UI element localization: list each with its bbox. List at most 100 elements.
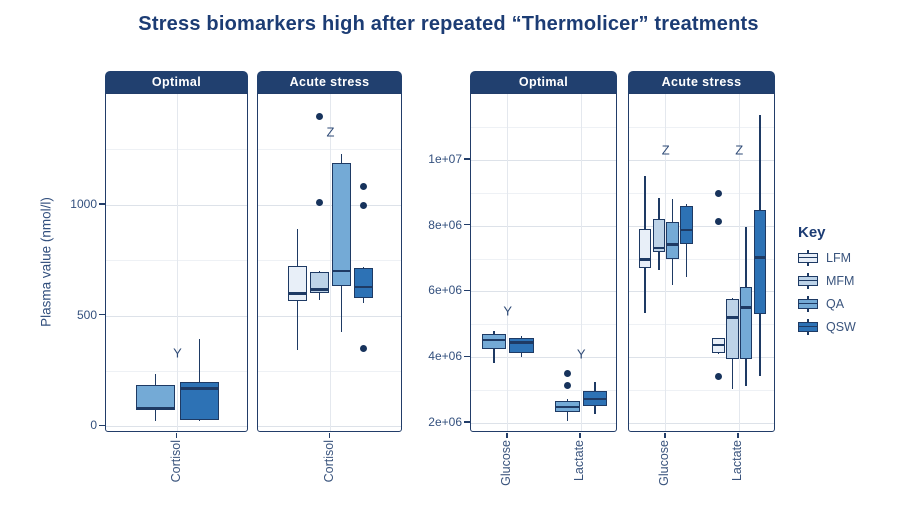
median-line [667,243,678,247]
y-tick-mark [464,158,470,160]
whisker-lower [318,293,321,301]
whisker-lower [340,285,343,333]
gridline-major [629,423,774,425]
y-tick-mark [99,313,105,316]
legend-item-qa: QA [798,296,856,312]
whisker-lower [745,359,747,387]
gridline-minor [258,260,401,262]
median-line [510,341,533,344]
median-line [288,291,307,295]
gridline-major [258,204,401,206]
whisker-lower [658,251,660,271]
legend: Key LFM MFM QA QSW [798,224,856,342]
x-tick-label-cortisol: Cortisol [168,440,183,483]
whisker-lower [671,258,674,285]
whisker-upper [594,382,596,392]
whisker-upper [731,298,734,300]
median-line [136,406,175,410]
whisker-lower [717,353,720,354]
median-line [639,258,651,261]
x-tick-label-glucose: Glucose [498,440,513,486]
gridline-major [106,426,247,428]
median-line [354,285,373,289]
box-qsw [353,268,374,298]
gridline-vertical [507,94,509,431]
median-line [583,397,607,401]
gridline-major [106,204,247,206]
whisker-lower [759,313,761,377]
facet-strip-optimal: Optimal [470,71,617,93]
boxplot-key-icon [798,250,818,266]
whisker-lower [362,297,365,304]
y-tick-label: 6e+06 [428,283,462,298]
y-tick-label: 8e+06 [428,217,462,232]
gridline-minor [471,258,616,260]
y-tick-mark [99,424,105,427]
gridline-major [258,426,401,428]
box-qsw [509,338,534,354]
outlier-dot [563,369,571,377]
whisker-lower [198,420,201,421]
gridline-major [471,423,616,425]
whisker-upper [671,199,674,223]
outlier-dot [563,381,571,389]
median-line [332,269,351,273]
x-tick-mark [579,433,582,438]
gridline-minor [106,370,247,372]
gridline-major [471,159,616,161]
gridline-minor [106,260,247,262]
facet-strip-optimal: Optimal [105,71,248,93]
box-lfm [712,338,725,354]
legend-glyph-median [798,302,818,305]
facet-strip-acute-stress: Acute stress [628,71,775,93]
facet-strip-acute-stress: Acute stress [257,71,402,93]
box-qa [666,222,679,259]
whisker-upper [296,229,299,267]
whisker-upper [685,204,688,206]
gridline-minor [629,258,774,260]
legend-glyph-median [798,279,818,282]
outlier-dot [360,183,367,191]
gridline-minor [106,149,247,151]
box-qa [481,334,507,350]
gridline-vertical [330,94,331,431]
x-tick-mark [663,433,666,438]
legend-label: MFM [826,274,855,288]
median-line [713,343,724,347]
outlier-dot [715,218,723,226]
gridline-major [629,291,774,293]
median-line [556,405,579,409]
gridline-minor [629,126,774,128]
y-tick-label: 0 [90,418,97,433]
gridline-major [471,357,616,359]
legend-item-lfm: LFM [798,250,856,266]
box-qsw [680,205,693,244]
gridline-major [629,357,774,359]
gridline-minor [258,149,401,151]
median-line [180,387,219,390]
outlier-dot [360,344,367,352]
x-tick-mark [737,433,740,438]
legend-entries: LFM MFM QA QSW [798,250,856,335]
whisker-lower [520,353,523,358]
gridline-minor [629,192,774,194]
y-tick-mark [464,421,470,423]
whisker-upper [759,115,761,210]
gridline-minor [258,370,401,372]
box-mfm [726,299,739,360]
whisker-lower [296,301,299,350]
whisker-upper [198,339,201,383]
y-tick-mark [464,355,470,358]
whisker-upper [745,226,747,287]
x-tick-label-lactate: Lactate [572,440,587,482]
whisker-upper [658,197,660,220]
outlier-dot [316,199,323,207]
box-mfm [652,219,666,252]
outlier-dot [715,372,723,380]
whisker-lower [685,243,688,277]
box-qsw [582,391,608,406]
y-tick-label: 1000 [70,196,97,211]
whisker-upper [154,373,157,385]
whisker-lower [644,268,646,313]
